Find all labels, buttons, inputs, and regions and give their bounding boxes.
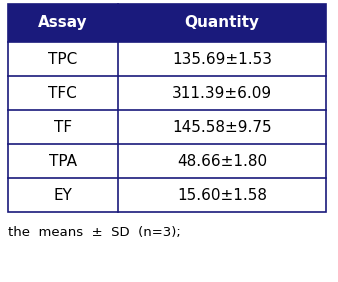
Text: TPA: TPA: [49, 153, 77, 169]
Text: TFC: TFC: [48, 85, 77, 100]
Bar: [118, 110, 326, 144]
Bar: [8, 42, 118, 76]
Text: 311.39±6.09: 311.39±6.09: [172, 85, 272, 100]
Bar: [8, 4, 118, 42]
Text: the  means  ±  SD  (n=3);: the means ± SD (n=3);: [8, 226, 181, 239]
Bar: [8, 4, 326, 212]
Bar: [118, 4, 326, 42]
Bar: [118, 178, 326, 212]
Text: EY: EY: [53, 188, 72, 202]
Bar: [118, 42, 326, 76]
Text: Assay: Assay: [38, 16, 88, 30]
Bar: [8, 144, 118, 178]
Bar: [8, 110, 118, 144]
Text: 48.66±1.80: 48.66±1.80: [177, 153, 267, 169]
Text: Quantity: Quantity: [184, 16, 259, 30]
Text: 145.58±9.75: 145.58±9.75: [172, 120, 272, 135]
Bar: [118, 144, 326, 178]
Bar: [8, 76, 118, 110]
Text: TF: TF: [54, 120, 72, 135]
Text: 15.60±1.58: 15.60±1.58: [177, 188, 267, 202]
Text: TPC: TPC: [48, 52, 77, 67]
Text: 135.69±1.53: 135.69±1.53: [172, 52, 272, 67]
Bar: [118, 76, 326, 110]
Bar: [8, 178, 118, 212]
